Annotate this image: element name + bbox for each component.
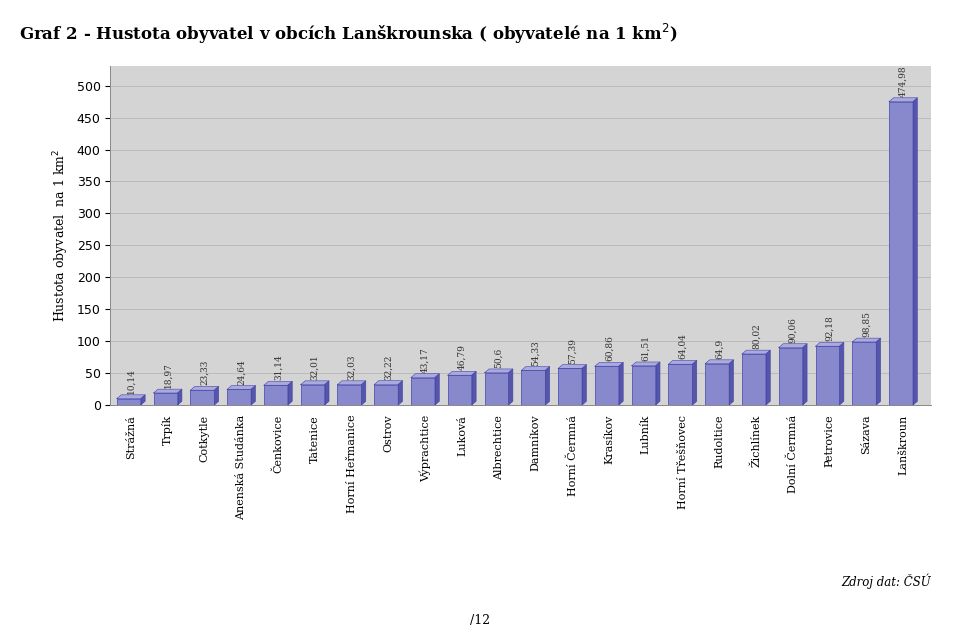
Text: 474,98: 474,98 [899,65,908,97]
Polygon shape [288,382,292,405]
Polygon shape [471,372,476,405]
Polygon shape [889,97,918,102]
Polygon shape [632,366,656,405]
Text: 32,03: 32,03 [348,354,356,380]
Polygon shape [252,385,255,405]
Text: 80,02: 80,02 [752,323,760,349]
Text: 46,79: 46,79 [458,344,467,370]
Polygon shape [447,372,476,375]
Polygon shape [668,360,697,364]
Polygon shape [668,364,692,405]
Text: 61,51: 61,51 [641,335,650,361]
Polygon shape [435,373,440,405]
Text: 60,86: 60,86 [605,335,613,361]
Polygon shape [521,370,545,405]
Text: Graf 2 - Hustota obyvatel v obcích Lanškrounska ( obyvatelé na 1 km$^{2}$): Graf 2 - Hustota obyvatel v obcích Lanšk… [19,22,678,46]
Text: 98,85: 98,85 [862,311,871,337]
Polygon shape [324,381,329,405]
Polygon shape [742,354,766,405]
Text: 43,17: 43,17 [420,347,430,373]
Text: 64,9: 64,9 [715,339,724,359]
Polygon shape [706,360,733,363]
Polygon shape [632,362,660,366]
Polygon shape [398,380,402,405]
Polygon shape [154,393,178,405]
Polygon shape [300,385,324,405]
Polygon shape [803,344,807,405]
Polygon shape [779,348,803,405]
Text: 54,33: 54,33 [531,340,540,366]
Polygon shape [619,363,623,405]
Text: 64,04: 64,04 [678,334,687,360]
Text: 32,22: 32,22 [384,354,393,380]
Polygon shape [411,377,435,405]
Polygon shape [839,342,844,405]
Text: 92,18: 92,18 [826,316,834,341]
Polygon shape [485,373,509,405]
Text: 18,97: 18,97 [163,362,172,388]
Polygon shape [338,385,361,405]
Polygon shape [264,385,288,405]
Polygon shape [264,382,292,385]
Polygon shape [485,369,513,373]
Polygon shape [742,350,770,354]
Polygon shape [582,365,587,405]
Polygon shape [361,381,366,405]
Polygon shape [766,350,770,405]
Polygon shape [411,373,440,377]
Text: 10,14: 10,14 [127,368,135,394]
Polygon shape [374,384,398,405]
Polygon shape [706,363,730,405]
Text: 50,6: 50,6 [494,348,503,368]
Polygon shape [214,386,219,405]
Polygon shape [779,344,807,348]
Polygon shape [595,363,623,367]
Text: 31,14: 31,14 [274,354,282,380]
Polygon shape [889,102,913,405]
Text: 23,33: 23,33 [200,360,209,385]
Text: 57,39: 57,39 [567,338,577,363]
Text: /12: /12 [470,613,490,627]
Polygon shape [595,367,619,405]
Polygon shape [338,381,366,385]
Polygon shape [656,362,660,405]
Polygon shape [816,342,844,346]
Polygon shape [558,368,582,405]
Polygon shape [852,342,876,405]
Y-axis label: Hustota obyvatel  na 1 km$^2$: Hustota obyvatel na 1 km$^2$ [52,149,71,322]
Polygon shape [117,395,145,399]
Polygon shape [692,360,697,405]
Polygon shape [300,381,329,385]
Text: Zdroj dat: ČSÚ: Zdroj dat: ČSÚ [842,573,931,589]
Polygon shape [190,390,214,405]
Polygon shape [178,389,182,405]
Polygon shape [117,399,141,405]
Polygon shape [374,380,402,384]
Polygon shape [228,385,255,389]
Text: 90,06: 90,06 [788,317,798,343]
Text: 32,01: 32,01 [310,354,320,380]
Polygon shape [730,360,733,405]
Text: 24,64: 24,64 [237,359,246,385]
Polygon shape [509,369,513,405]
Polygon shape [141,395,145,405]
Polygon shape [521,367,550,370]
Polygon shape [190,386,219,390]
Polygon shape [913,97,918,405]
Polygon shape [154,389,182,393]
Polygon shape [558,365,587,368]
Polygon shape [876,338,880,405]
Polygon shape [228,389,252,405]
Polygon shape [852,338,880,342]
Polygon shape [447,375,471,405]
Polygon shape [545,367,550,405]
Polygon shape [816,346,839,405]
